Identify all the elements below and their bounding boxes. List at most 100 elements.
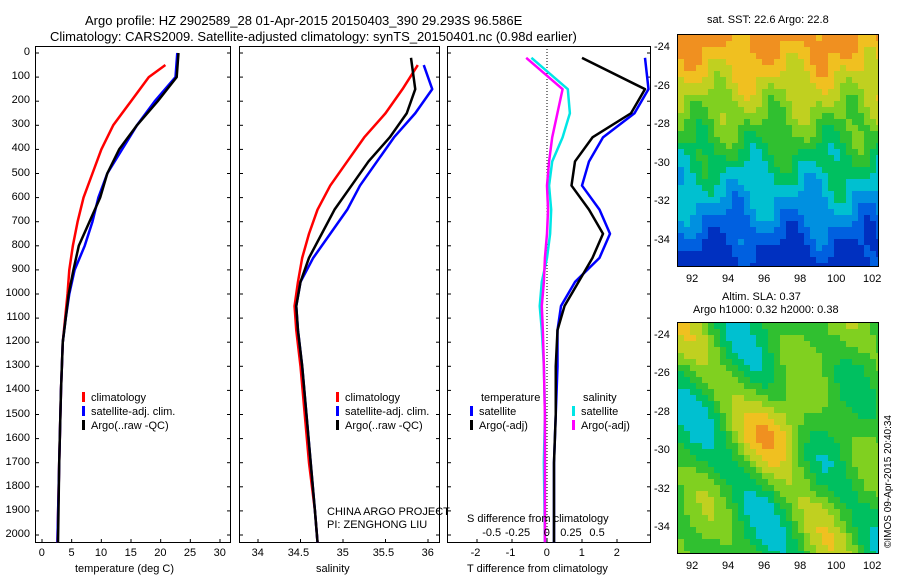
map-cell [858,155,864,161]
map-cell [750,257,756,263]
map-cell [732,545,738,551]
map-cell [858,497,864,503]
map-cell [822,101,828,107]
map-cell [876,89,878,95]
map-cell [756,527,762,533]
map-cell [780,35,786,41]
map-cell [738,467,744,473]
map-cell [726,323,732,329]
map-cell [828,329,834,335]
map-cell [840,413,846,419]
map-cell [762,479,768,485]
map-cell [744,107,750,113]
map-cell [774,539,780,545]
map-cell [738,479,744,485]
map-cell [744,437,750,443]
map-cell [690,323,696,329]
map-cell [804,245,810,251]
map-cell [786,59,792,65]
map-cell [870,533,876,539]
map-cell [876,173,878,179]
map-cell [762,521,768,527]
map-cell [678,509,684,515]
map-cell [726,71,732,77]
map-cell [840,341,846,347]
map-cell [768,95,774,101]
map-cell [864,419,870,425]
map-cell [678,527,684,533]
map-cell [708,521,714,527]
map-cell [726,545,732,551]
map-cell [780,497,786,503]
map-cell [828,35,834,41]
map-cell [822,419,828,425]
map-cell [702,485,708,491]
map-cell [756,245,762,251]
map-cell [858,509,864,515]
map-cell [864,173,870,179]
map-cell [744,395,750,401]
map-cell [870,203,876,209]
map-cell [780,473,786,479]
map-cell [864,71,870,77]
map-cell [846,491,852,497]
map-cell [786,545,792,551]
map-cell [846,203,852,209]
depth-tick-label: 100 [11,70,30,83]
map-cell [756,137,762,143]
map-cell [810,209,816,215]
map-cell [756,491,762,497]
map-cell [822,533,828,539]
map-cell [852,365,858,371]
map-cell [840,377,846,383]
map-cell [690,155,696,161]
map-cell [870,83,876,89]
map-cell [678,443,684,449]
map-cell [828,245,834,251]
map-cell [792,35,798,41]
map-cell [696,383,702,389]
map-cell [678,191,684,197]
temperature-xtick-label: 30 [213,547,226,559]
map-cell [876,473,878,479]
map-cell [744,209,750,215]
map-cell [732,245,738,251]
map-cell [702,89,708,95]
map-cell [834,107,840,113]
map-cell [852,449,858,455]
map-cell [828,539,834,545]
map-cell [786,83,792,89]
map-cell [810,71,816,77]
map-cell [738,413,744,419]
map-cell [780,221,786,227]
map-cell [690,209,696,215]
map-cell [786,35,792,41]
map-cell [798,425,804,431]
map-cell [708,113,714,119]
map-cell [744,167,750,173]
map-cell [846,455,852,461]
map-cell [774,65,780,71]
map-cell [720,431,726,437]
map-cell [768,89,774,95]
map-cell [792,491,798,497]
map-cell [732,113,738,119]
map-cell [702,383,708,389]
temperature-xtick-label: 0 [38,547,45,559]
map-cell [678,221,684,227]
map-cell [864,119,870,125]
map-cell [756,143,762,149]
map-cell [822,35,828,41]
map-cell [732,323,738,329]
map-cell [738,551,744,553]
map-cell [822,377,828,383]
map-cell [822,257,828,263]
map-cell [774,215,780,221]
map-cell [738,215,744,221]
map-cell [714,257,720,263]
map-cell [834,191,840,197]
map-cell [804,35,810,41]
map-cell [714,461,720,467]
map-cell [750,59,756,65]
map-cell [792,389,798,395]
